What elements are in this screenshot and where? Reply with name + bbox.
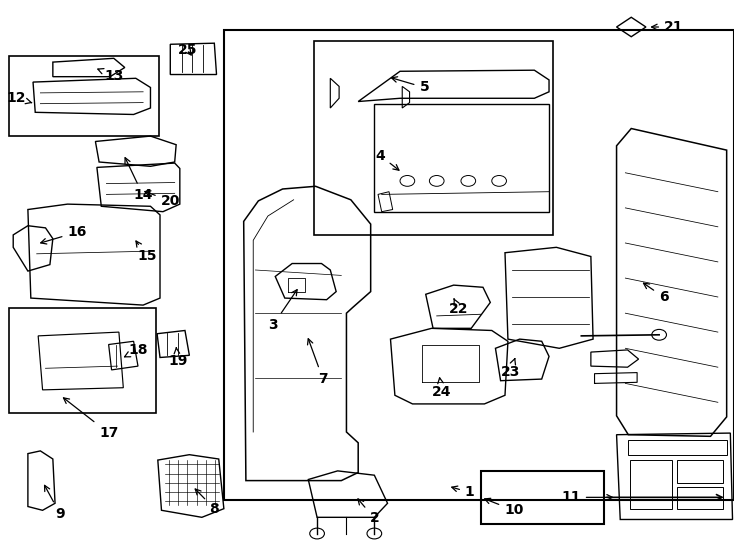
Bar xyxy=(9,308,156,413)
Bar xyxy=(9,56,159,136)
Text: 13: 13 xyxy=(98,69,123,83)
Text: 7: 7 xyxy=(308,339,328,386)
Text: 10: 10 xyxy=(484,498,523,517)
Text: 23: 23 xyxy=(501,359,520,379)
Text: 21: 21 xyxy=(652,20,683,34)
Text: 14: 14 xyxy=(125,158,153,202)
Text: 3: 3 xyxy=(268,289,297,332)
Text: 4: 4 xyxy=(375,148,399,170)
Text: 6: 6 xyxy=(644,283,669,304)
Text: 1: 1 xyxy=(451,485,475,500)
Text: 11: 11 xyxy=(562,490,612,504)
Text: 25: 25 xyxy=(178,43,197,57)
Bar xyxy=(314,40,553,235)
Text: 22: 22 xyxy=(449,299,468,316)
Text: 5: 5 xyxy=(391,77,429,94)
Text: 9: 9 xyxy=(45,485,65,521)
Text: 24: 24 xyxy=(432,378,451,399)
Text: 20: 20 xyxy=(145,191,180,208)
Bar xyxy=(224,30,734,500)
Text: 2: 2 xyxy=(358,499,379,525)
Text: 8: 8 xyxy=(195,489,219,516)
Text: 16: 16 xyxy=(40,225,87,244)
Text: 15: 15 xyxy=(136,241,156,264)
Text: 19: 19 xyxy=(168,348,187,368)
Bar xyxy=(481,471,604,524)
Text: 17: 17 xyxy=(63,398,118,440)
Text: 12: 12 xyxy=(7,91,32,105)
Text: 18: 18 xyxy=(125,343,148,357)
